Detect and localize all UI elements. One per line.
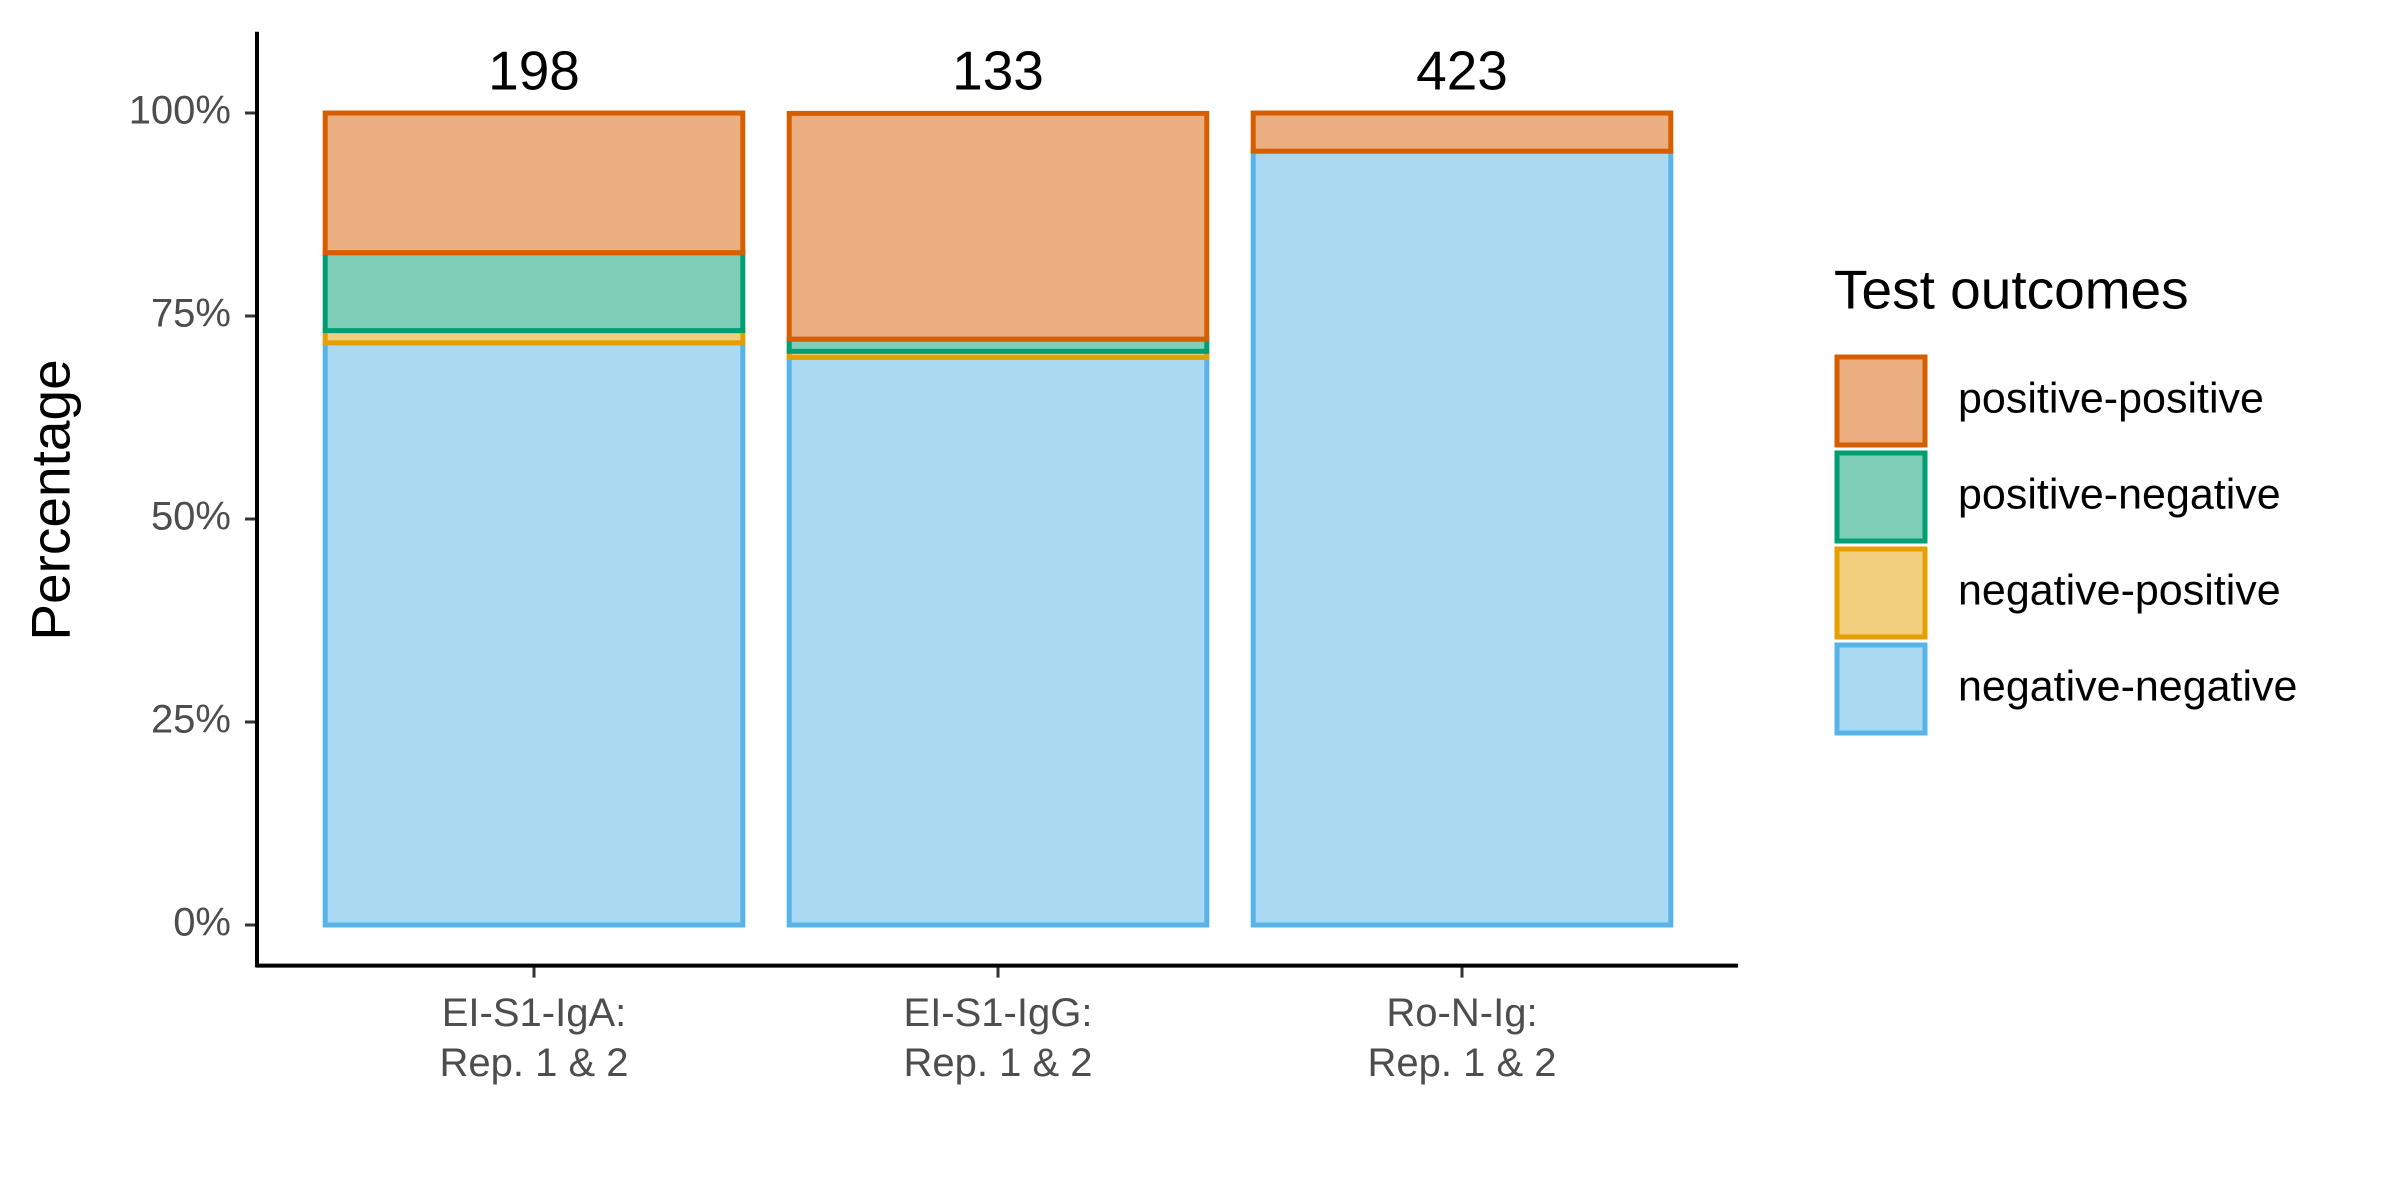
bar-total-label: 198	[488, 40, 580, 102]
x-tick-label: EI-S1-IgA: Rep. 1 & 2	[439, 990, 629, 1085]
bar-segment	[1250, 148, 1674, 928]
x-tick-label: Ro-N-Ig: Rep. 1 & 2	[1367, 990, 1557, 1085]
bar-total-label: 133	[952, 40, 1044, 102]
y-axis-title: Percentage	[20, 359, 82, 640]
legend-title: Test outcomes	[1834, 259, 2189, 321]
legend-label: negative-positive	[1958, 566, 2281, 614]
bar-total-label: 423	[1416, 40, 1508, 102]
bar-segment	[1250, 110, 1674, 154]
bar-segment	[322, 110, 746, 256]
legend-key	[1834, 450, 1928, 544]
bar-segment	[322, 250, 746, 334]
y-tick-label: 75%	[151, 292, 231, 336]
bar-segment	[786, 354, 1210, 928]
legend-key	[1834, 354, 1928, 448]
y-tick-label: 0%	[173, 901, 231, 945]
bar-segment	[786, 110, 1210, 342]
y-tick-label: 50%	[151, 495, 231, 539]
x-tick-label: EI-S1-IgG: Rep. 1 & 2	[903, 990, 1093, 1085]
y-tick-label: 100%	[129, 89, 231, 133]
legend-label: positive-negative	[1958, 470, 2281, 518]
legend-label: positive-positive	[1958, 374, 2264, 422]
legend-key	[1834, 642, 1928, 736]
legend-key	[1834, 546, 1928, 640]
y-tick-label: 25%	[151, 698, 231, 742]
legend-label: negative-negative	[1958, 662, 2297, 710]
bar-segment	[322, 340, 746, 928]
